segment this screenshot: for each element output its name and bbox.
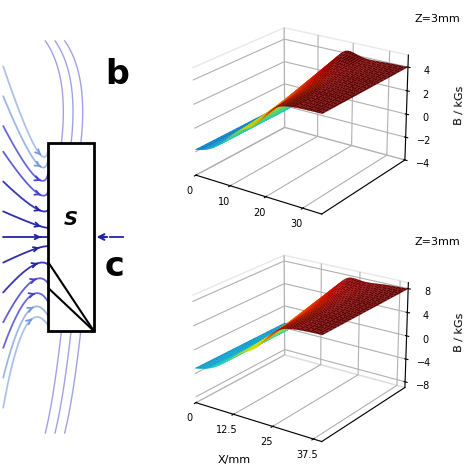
Polygon shape	[48, 143, 94, 331]
Text: S: S	[64, 210, 78, 229]
Text: Z=3mm: Z=3mm	[414, 14, 460, 24]
Text: Z=3mm: Z=3mm	[414, 237, 460, 247]
X-axis label: X/mm: X/mm	[218, 228, 251, 238]
X-axis label: X/mm: X/mm	[218, 456, 251, 465]
Text: c: c	[105, 250, 125, 283]
Text: b: b	[105, 58, 129, 91]
